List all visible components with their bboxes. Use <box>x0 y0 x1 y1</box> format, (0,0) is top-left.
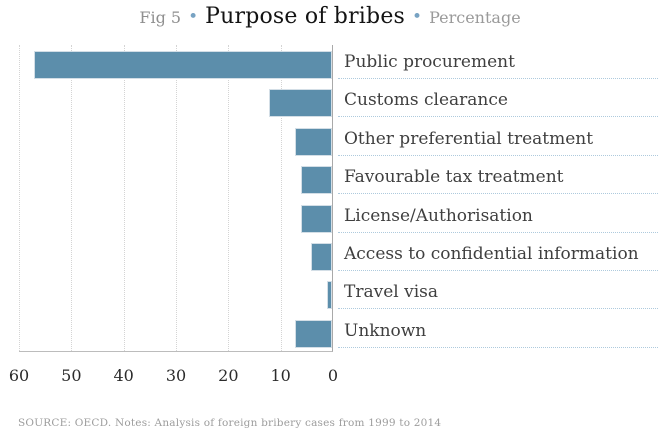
category-label: Access to confidential information <box>344 244 639 264</box>
category-label: License/Authorisation <box>344 205 533 226</box>
category-label: Unknown <box>344 320 427 341</box>
x-tick-50: 50 <box>61 366 82 385</box>
x-tick-30: 30 <box>165 366 187 385</box>
chart-title-text: Purpose of bribes <box>205 4 406 29</box>
category-labels: Public procurement Customs clearance Other… <box>338 45 658 357</box>
bar-customs-clearance <box>269 89 332 118</box>
label-row-unknown: Unknown <box>338 310 658 348</box>
source-note: SOURCE: OECD. Notes: Analysis of foreign… <box>18 417 442 429</box>
label-row-customs-clearance: Customs clearance <box>338 79 658 118</box>
title-bullet-icon: • <box>412 7 423 27</box>
label-row-travel-visa: Travel visa <box>338 271 658 310</box>
chart-title: Fig 5 • Purpose of bribes • Percentage <box>0 4 660 29</box>
gridline-60 <box>19 45 20 351</box>
x-tick-0: 0 <box>327 366 339 385</box>
x-tick-20: 20 <box>218 366 239 385</box>
category-label: Public procurement <box>344 52 515 72</box>
bar-travel-visa <box>326 281 332 310</box>
category-label: Travel visa <box>344 282 439 303</box>
gridline-30 <box>176 45 177 351</box>
category-label: Other preferential treatment <box>344 128 594 149</box>
bar-license-authorisation <box>300 204 332 233</box>
gridline-20 <box>228 45 230 351</box>
chart-unit-label: Percentage <box>429 8 521 27</box>
label-row-access-to-confidential-information: Access to confidential information <box>338 233 658 271</box>
bar-favourable-tax-treatment <box>300 166 332 195</box>
figure-number: Fig 5 <box>139 8 182 27</box>
label-row-license-authorisation: License/Authorisation <box>338 195 658 233</box>
category-label: Favourable tax treatment <box>344 167 564 188</box>
gridline-50 <box>71 45 73 351</box>
x-tick-60: 60 <box>8 366 30 385</box>
gridline-10 <box>280 45 282 351</box>
bar-unknown <box>295 319 332 348</box>
x-tick-40: 40 <box>113 366 134 385</box>
plot-area <box>19 45 333 352</box>
label-row-other-preferential-treatment: Other preferential treatment <box>338 118 658 156</box>
gridline-40 <box>123 45 125 351</box>
title-bullet-icon: • <box>188 7 199 27</box>
x-axis: 60 50 40 30 20 10 0 <box>9 366 338 388</box>
category-label: Customs clearance <box>344 90 508 111</box>
label-row-favourable-tax-treatment: Favourable tax treatment <box>338 156 658 195</box>
bar-access-to-confidential-information <box>311 243 332 271</box>
bar-other-preferential-treatment <box>295 127 332 156</box>
x-tick-10: 10 <box>270 366 291 385</box>
bar-public-procurement <box>33 51 332 79</box>
label-row-public-procurement: Public procurement <box>338 41 658 79</box>
